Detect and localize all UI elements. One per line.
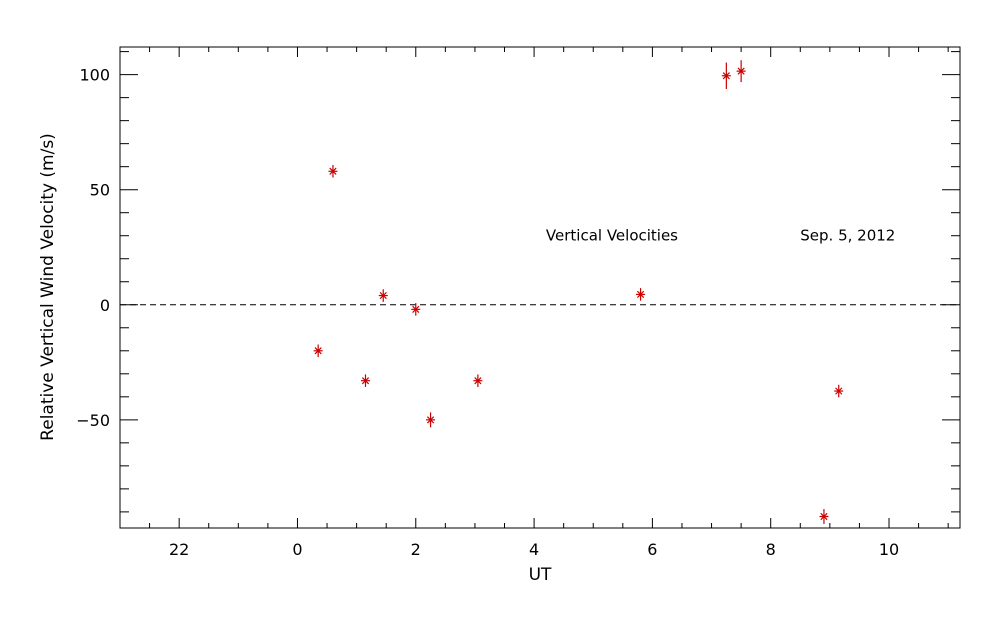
annotation-date: Sep. 5, 2012 [800, 227, 895, 245]
x-axis-tick-labels: 22 0 2 4 6 8 10 [169, 540, 899, 559]
x-tick-label: 2 [411, 540, 421, 559]
x-tick-label: 10 [879, 540, 899, 559]
x-tick-label: 22 [169, 540, 189, 559]
data-point [473, 374, 483, 388]
annotation-title: Vertical Velocities [546, 227, 678, 245]
x-tick-label: 6 [647, 540, 657, 559]
y-axis-ticks [120, 51, 960, 513]
data-point [328, 164, 338, 178]
x-tick-label: 8 [766, 540, 776, 559]
data-points [313, 60, 844, 524]
x-axis-title: UT [529, 565, 552, 585]
data-point [313, 344, 323, 358]
y-tick-label: 100 [79, 66, 110, 85]
x-axis-ticks [119, 47, 949, 528]
x-tick-label: 4 [529, 540, 539, 559]
data-point [426, 412, 436, 428]
data-point [721, 62, 731, 89]
data-point [411, 303, 421, 316]
data-point [834, 384, 844, 398]
y-tick-label: −50 [76, 411, 110, 430]
x-tick-label: 0 [292, 540, 302, 559]
y-tick-label: 0 [100, 296, 110, 315]
y-axis-title: Relative Vertical Wind Velocity (m/s) [38, 133, 58, 441]
plot-frame [119, 46, 961, 529]
data-point [819, 509, 829, 524]
y-tick-label: 50 [90, 181, 110, 200]
y-axis-tick-labels: 100 50 0 −50 [76, 66, 110, 430]
data-point [360, 374, 370, 388]
data-point [378, 289, 388, 302]
data-point [636, 288, 646, 301]
data-point [736, 60, 746, 83]
